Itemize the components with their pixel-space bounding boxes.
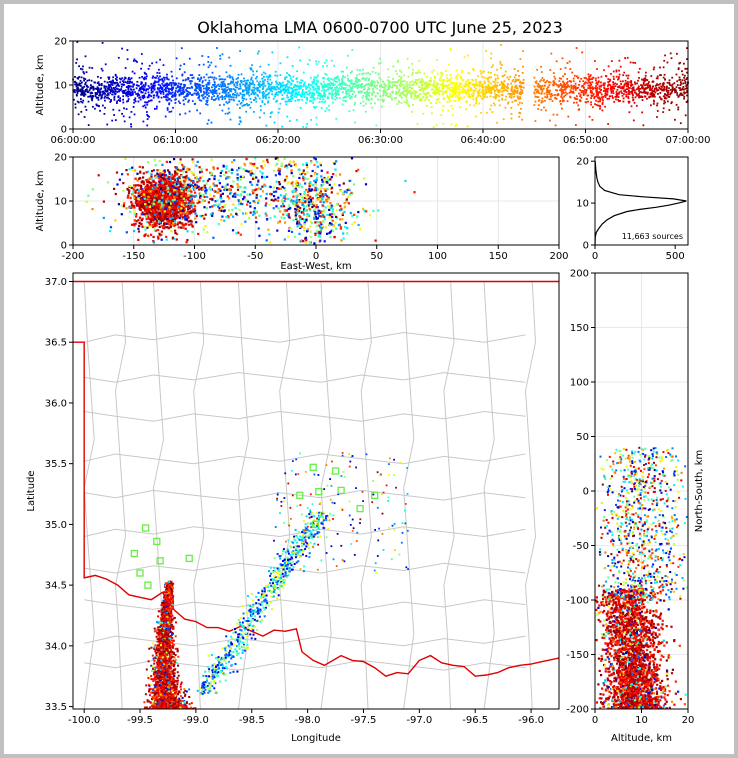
alt-hist-ytick-label: 10	[576, 199, 589, 210]
alt-ew-points	[85, 157, 416, 245]
alt-ns-ytick-label: 200	[570, 269, 589, 280]
alt-ns-ylabel: North-South, km	[694, 450, 705, 533]
alt-time-xtick-label: 06:50:00	[563, 135, 608, 146]
lma-station-marker	[136, 569, 144, 577]
alt-ns-ytick-label: -200	[566, 705, 589, 716]
lma-station-marker	[356, 504, 364, 513]
lma-station-marker	[371, 491, 379, 499]
alt-time-ytick-label: 10	[54, 81, 67, 92]
alt-ns-xlabel: Altitude, km	[611, 733, 672, 744]
alt-hist-ytick-label: 20	[576, 157, 589, 168]
alt-ns-ytick-label: 150	[570, 323, 589, 334]
lma-station-marker	[309, 463, 317, 471]
alt-time-panel: 06:00:00 06:10:00 06:20:00 06:30:00 06:40:00…	[35, 37, 710, 147]
alt-time-ytick-label: 0	[61, 125, 67, 136]
plan-map-panel: -100.0 -99.5 -99.0 -98.5 -98.0 -97.5 -97.0 -96.…	[26, 272, 560, 744]
plan-map-ytick-label: 37.0	[45, 277, 67, 288]
plan-map-xtick-label: -98.5	[239, 715, 265, 726]
lma-station-marker	[144, 581, 152, 589]
alt-ew-xtick-label: 0	[313, 251, 319, 262]
alt-ew-xtick-label: 100	[428, 251, 447, 262]
lma-station-marker	[153, 537, 161, 546]
alt-ns-xtick-label: 20	[682, 715, 695, 726]
plan-map-xtick-label: -98.0	[295, 715, 321, 726]
alt-time-ylabel: Altitude, km	[35, 55, 46, 116]
alt-hist-panel: 11,663 sources 0 500 0 10 20	[576, 156, 689, 262]
alt-ew-ytick-label: 20	[54, 153, 67, 164]
plan-map-ytick-label: 35.0	[45, 520, 67, 531]
alt-ew-xlabel: East-West, km	[280, 261, 351, 272]
plan-map-ytick-label: 35.5	[45, 459, 67, 470]
altitude-histogram-line	[594, 161, 687, 246]
lma-stations	[130, 463, 379, 589]
alt-hist-xtick-label: 0	[592, 251, 598, 262]
plan-map-xtick-label: -96.0	[518, 715, 544, 726]
lma-station-marker	[311, 520, 320, 529]
lma-station-marker	[337, 486, 345, 495]
plan-map-xtick-label: -99.0	[183, 715, 209, 726]
lma-station-marker	[156, 557, 164, 565]
alt-ns-ytick-label: 50	[576, 432, 589, 443]
plan-map-points	[143, 452, 409, 709]
alt-ew-panel: -200 -150 -100 -50 0 50 100 150 200 0 10 20 East-Wes…	[35, 153, 569, 273]
plan-map-ytick-label: 33.5	[45, 702, 67, 713]
alt-hist-xtick-label: 500	[666, 251, 685, 262]
alt-ns-ytick-label: -100	[566, 596, 589, 607]
alt-ew-xtick-label: 150	[489, 251, 508, 262]
plan-map-axes-frame	[72, 272, 560, 710]
alt-time-xtick-label: 06:30:00	[358, 135, 403, 146]
plan-map-xtick-label: -100.0	[68, 715, 100, 726]
alt-hist-ytick-label: 0	[583, 241, 589, 252]
lma-station-marker	[130, 549, 139, 558]
alt-time-xtick-label: 07:00:00	[666, 135, 711, 146]
plan-map-xtick-label: -99.5	[127, 715, 153, 726]
state-boundary	[73, 280, 559, 677]
alt-time-xtick-label: 06:20:00	[256, 135, 301, 146]
plan-map-ytick-label: 36.5	[45, 338, 67, 349]
alt-hist-axes-frame	[594, 156, 689, 246]
figure-title: Oklahoma LMA 0600-0700 UTC June 25, 2023	[197, 18, 563, 37]
plan-map-ytick-label: 34.5	[45, 581, 67, 592]
alt-ew-xtick-label: -100	[183, 251, 206, 262]
alt-ns-xtick-label: 0	[592, 715, 598, 726]
plan-map-ylabel: Latitude	[26, 470, 37, 511]
plan-map-xtick-label: -97.5	[351, 715, 377, 726]
lma-figure: Oklahoma LMA 0600-0700 UTC June 25, 2023…	[26, 18, 710, 745]
lma-station-marker	[185, 554, 193, 563]
alt-ns-points	[595, 446, 688, 709]
alt-ew-xtick-label: -200	[62, 251, 85, 262]
plan-map-xtick-label: -97.0	[406, 715, 432, 726]
figure-frame: Oklahoma LMA 0600-0700 UTC June 25, 2023…	[4, 4, 734, 754]
alt-ew-ytick-label: 0	[61, 241, 67, 252]
alt-ew-xtick-label: -150	[122, 251, 145, 262]
lma-station-marker	[331, 467, 340, 475]
plan-map-ytick-label: 34.0	[45, 641, 67, 652]
alt-time-xtick-label: 06:10:00	[153, 135, 198, 146]
alt-ew-xtick-label: 200	[549, 251, 568, 262]
plan-map-ytick-label: 36.0	[45, 398, 67, 409]
alt-ew-ylabel: Altitude, km	[35, 171, 46, 232]
alt-ns-panel: 0 10 20 -200 -150 -100 -50 0 50 100 150 200 Altitude…	[566, 269, 705, 745]
lma-station-marker	[315, 487, 323, 496]
alt-ns-ytick-label: 100	[570, 378, 589, 389]
plan-map-xlabel: Longitude	[291, 733, 341, 744]
lma-station-marker	[296, 491, 304, 499]
alt-time-ytick-label: 20	[54, 37, 67, 48]
lma-station-marker	[141, 524, 150, 532]
alt-ns-ytick-label: 0	[583, 487, 589, 498]
alt-ew-xtick-label: -50	[247, 251, 263, 262]
alt-time-points	[72, 41, 689, 129]
alt-time-xtick-label: 06:00:00	[51, 135, 96, 146]
alt-ns-xtick-label: 10	[635, 715, 648, 726]
alt-ew-xtick-label: 50	[370, 251, 383, 262]
alt-ew-ytick-label: 10	[54, 197, 67, 208]
alt-ns-ytick-label: -150	[566, 650, 589, 661]
plan-map-xtick-label: -96.5	[462, 715, 488, 726]
alt-ns-ytick-label: -50	[573, 541, 589, 552]
alt-time-xtick-label: 06:40:00	[461, 135, 506, 146]
source-count-annotation: 11,663 sources	[622, 232, 683, 241]
